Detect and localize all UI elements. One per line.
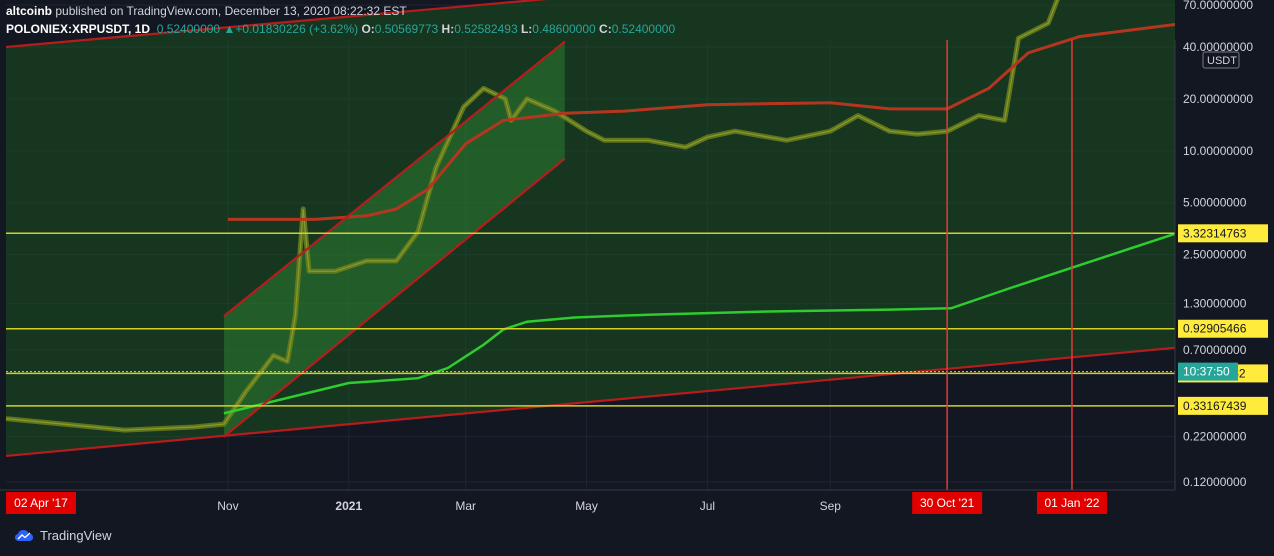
time-tick-label: Nov <box>217 499 238 513</box>
time-marker-label: 02 Apr '17 <box>14 496 68 510</box>
time-tick-label: 2021 <box>335 499 362 513</box>
currency-badge <box>1202 51 1240 69</box>
low-label: L: <box>520 22 533 36</box>
inner-channel-upper-line <box>223 40 566 317</box>
price-axis[interactable]: 300.00000000150.0000000070.0000000040.00… <box>1174 0 1260 490</box>
level-price-label: 0.33167439 <box>1183 399 1247 413</box>
symbol-name[interactable]: POLONIEX:XRPUSDT, 1D <box>6 22 151 36</box>
time-tick-label: Jul <box>700 499 715 513</box>
change-arrow-icon: ▲ <box>223 22 236 36</box>
high-value: 0.52582493 <box>454 22 518 36</box>
level-price-label: 3.32314763 <box>1183 226 1247 240</box>
price-tick-label: 70.00000000 <box>1183 0 1253 12</box>
price-tick-label: 1.30000000 <box>1183 297 1247 311</box>
currency-label: USDT <box>1207 55 1237 67</box>
high-label: H: <box>441 22 455 36</box>
low-value: 0.48600000 <box>532 22 596 36</box>
price-tick-label: 40.00000000 <box>1183 40 1253 54</box>
tradingview-brand: TradingView <box>40 528 112 543</box>
price-tick-label: 0.70000000 <box>1183 343 1247 357</box>
price-series <box>5 0 1060 433</box>
price-tick-label: 5.00000000 <box>1183 196 1247 210</box>
close-label: C: <box>599 22 612 36</box>
moving-averages <box>223 23 1176 415</box>
time-tick-label: Sep <box>820 499 842 513</box>
ma-red-line <box>227 23 1176 221</box>
time-marker-label-bg <box>6 492 76 514</box>
level-price-label-bg <box>1178 396 1268 415</box>
price-tick-label: 2.50000000 <box>1183 248 1247 262</box>
level-price-label-bg <box>1178 224 1268 243</box>
chart-grid <box>6 4 1175 490</box>
price-tick-label: 0.12000000 <box>1183 475 1247 489</box>
open-value: 0.50569773 <box>374 22 439 36</box>
drawings[interactable] <box>5 0 1176 490</box>
time-axis[interactable]: Nov 2021 Mar May Jul Sep 02 Apr '17 30 Oct '21 0… <box>0 489 1175 514</box>
price-line <box>5 0 1058 431</box>
ma-green-line <box>223 232 1176 415</box>
time-marker-label: 01 Jan '22 <box>1044 496 1099 510</box>
time-marker-label-bg <box>1036 492 1107 514</box>
channel-upper-line <box>5 0 548 49</box>
publish-text: published on TradingView.com, December 1… <box>55 4 407 18</box>
author-name[interactable]: altcoinb <box>6 4 53 18</box>
inner-channel-lower-line <box>223 157 566 438</box>
time-marker-label: 30 Oct '21 <box>920 496 975 510</box>
price-tick-label: 10.00000000 <box>1183 144 1253 158</box>
tradingview-cloud-icon <box>15 529 33 541</box>
price-tick-label: 20.00000000 <box>1183 92 1253 106</box>
publish-info: altcoinb published on TradingView.com, D… <box>6 4 407 18</box>
level-price-label: 0.92905466 <box>1183 322 1247 336</box>
axis-labels: 110.307225603.323147630.929054660.511553… <box>1178 224 1268 415</box>
open-label: O: <box>361 22 375 36</box>
channel-fills <box>6 0 1175 456</box>
symbol-legend: POLONIEX:XRPUSDT, 1D 0.52400000 ▲+0.0183… <box>6 22 675 36</box>
main-channel-fill <box>6 0 1175 456</box>
time-tick-label: May <box>575 499 598 513</box>
current-price-countdown: 10:37:50 <box>1183 365 1230 379</box>
tradingview-footer[interactable]: TradingView <box>14 528 112 543</box>
close-value: 0.52400000 <box>611 22 676 36</box>
channel-lower-line <box>5 346 1176 458</box>
price-change: +0.01830226 (+3.62%) <box>235 22 359 36</box>
last-price: 0.52400000 <box>156 22 221 36</box>
inner-channel-fill <box>223 41 565 437</box>
current-price-label-bg <box>1178 362 1238 381</box>
price-tick-label: 0.22000000 <box>1183 430 1247 444</box>
time-tick-label: Mar <box>455 499 476 513</box>
level-price-label-bg <box>1178 319 1268 338</box>
time-marker-label-bg <box>912 492 983 514</box>
